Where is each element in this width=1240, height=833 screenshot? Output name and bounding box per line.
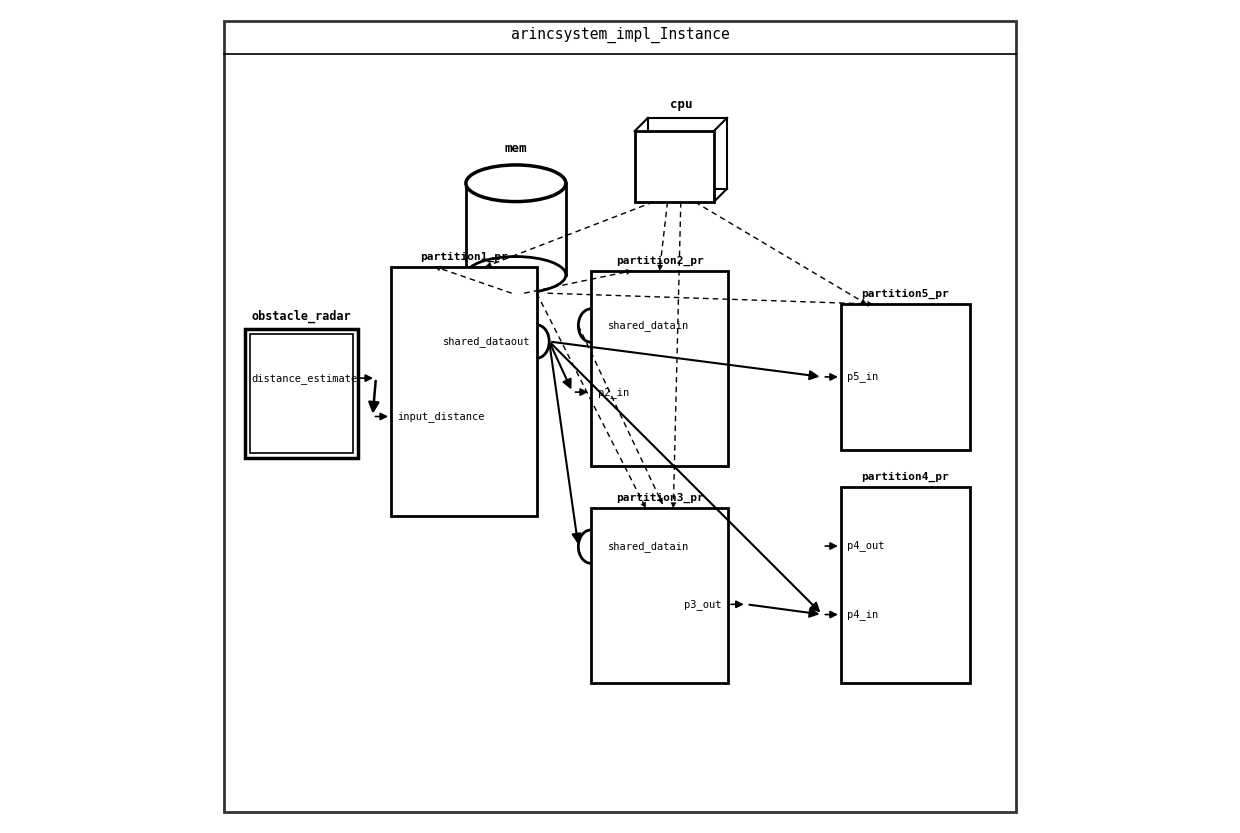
Bar	[391, 267, 537, 516]
Text: partition4_pr: partition4_pr	[862, 472, 949, 482]
Ellipse shape	[466, 165, 565, 202]
Bar	[841, 487, 970, 683]
Text: partition1_pr: partition1_pr	[420, 252, 507, 262]
Text: p4_in: p4_in	[847, 609, 879, 620]
Bar	[250, 334, 352, 453]
Bar	[635, 132, 714, 202]
Ellipse shape	[466, 257, 565, 293]
Bar	[246, 329, 357, 458]
Text: partition5_pr: partition5_pr	[862, 289, 949, 299]
Text: shared_datain: shared_datain	[608, 541, 688, 552]
Text: arincsystem_impl_Instance: arincsystem_impl_Instance	[511, 27, 729, 43]
Text: mem: mem	[505, 142, 527, 155]
Bar	[649, 118, 727, 189]
FancyBboxPatch shape	[224, 21, 1016, 812]
Bar	[841, 304, 970, 450]
Text: p2_in: p2_in	[598, 387, 629, 397]
Text: distance_estimate: distance_estimate	[252, 372, 358, 383]
Text: partition2_pr: partition2_pr	[616, 256, 703, 266]
Text: p4_out: p4_out	[847, 541, 885, 551]
Text: obstacle_radar: obstacle_radar	[252, 310, 351, 323]
Text: shared_dataout: shared_dataout	[443, 336, 529, 347]
Text: input_distance: input_distance	[398, 411, 485, 422]
Bar	[590, 508, 728, 683]
Text: p5_in: p5_in	[847, 372, 879, 382]
Text: partition3_pr: partition3_pr	[616, 493, 703, 503]
Text: p3_out: p3_out	[684, 599, 722, 610]
Text: shared_datain: shared_datain	[608, 320, 688, 331]
Text: cpu: cpu	[670, 98, 692, 111]
Bar	[590, 271, 728, 466]
